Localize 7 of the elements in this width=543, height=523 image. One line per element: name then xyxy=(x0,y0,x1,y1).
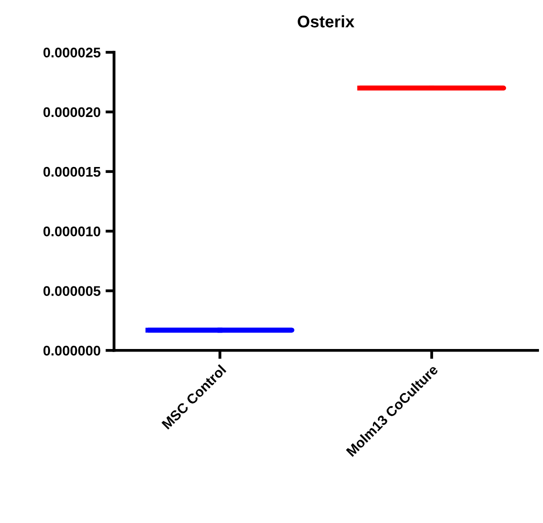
y-tick-label: 0.000020 xyxy=(43,107,100,118)
y-tick-label: 0.000005 xyxy=(43,286,100,296)
chart-title: Osterix xyxy=(298,15,354,28)
y-tick-label: 0.000010 xyxy=(43,226,100,236)
y-tick-label: 0.000025 xyxy=(43,48,100,58)
y-tick-label: 0.000000 xyxy=(43,346,100,356)
y-tick-label: 0.000015 xyxy=(43,166,100,177)
